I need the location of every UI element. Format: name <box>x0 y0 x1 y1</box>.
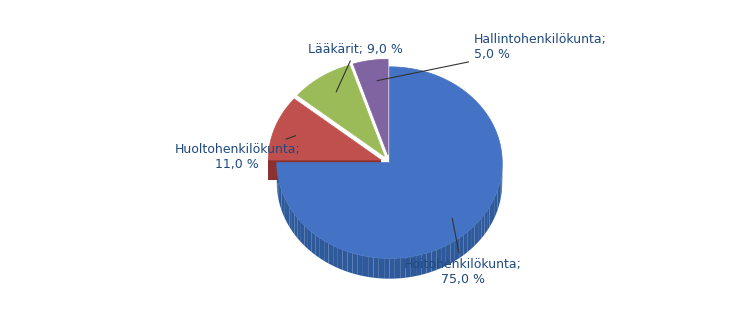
Polygon shape <box>277 163 389 183</box>
Polygon shape <box>278 176 279 201</box>
Polygon shape <box>441 246 446 268</box>
Polygon shape <box>416 254 421 276</box>
Polygon shape <box>343 250 348 272</box>
Polygon shape <box>485 211 487 235</box>
Polygon shape <box>496 190 497 214</box>
Polygon shape <box>374 257 379 278</box>
Polygon shape <box>354 59 388 155</box>
Text: Hoitohenkilökunta;
75,0 %: Hoitohenkilökunta; 75,0 % <box>404 218 522 286</box>
Polygon shape <box>353 253 358 275</box>
Polygon shape <box>471 225 475 249</box>
Polygon shape <box>294 214 297 239</box>
Polygon shape <box>297 218 301 242</box>
Text: Lääkärit; 9,0 %: Lääkärit; 9,0 % <box>309 43 403 92</box>
Polygon shape <box>426 251 431 273</box>
Polygon shape <box>280 185 282 210</box>
Polygon shape <box>282 190 283 214</box>
Polygon shape <box>277 67 502 258</box>
Polygon shape <box>467 229 471 252</box>
Polygon shape <box>369 257 374 278</box>
Polygon shape <box>292 211 294 235</box>
Polygon shape <box>455 238 459 261</box>
Polygon shape <box>400 257 405 278</box>
Polygon shape <box>287 203 289 227</box>
Polygon shape <box>312 232 315 255</box>
Polygon shape <box>308 229 312 252</box>
Polygon shape <box>464 232 467 255</box>
Polygon shape <box>297 65 384 156</box>
Polygon shape <box>499 181 500 205</box>
Polygon shape <box>329 243 333 266</box>
Polygon shape <box>475 222 478 246</box>
Polygon shape <box>348 251 353 273</box>
Polygon shape <box>389 258 395 279</box>
Polygon shape <box>431 250 437 272</box>
Polygon shape <box>283 194 285 219</box>
Polygon shape <box>324 241 329 263</box>
Polygon shape <box>494 194 496 219</box>
Polygon shape <box>500 176 501 201</box>
Polygon shape <box>482 214 485 239</box>
Polygon shape <box>358 254 363 276</box>
Polygon shape <box>285 198 287 223</box>
Polygon shape <box>315 235 320 258</box>
Polygon shape <box>304 225 308 249</box>
Polygon shape <box>410 256 416 277</box>
Polygon shape <box>450 241 455 263</box>
Text: Hallintohenkilökunta;
5,0 %: Hallintohenkilökunta; 5,0 % <box>377 33 607 81</box>
Polygon shape <box>421 253 426 275</box>
Polygon shape <box>268 160 381 180</box>
Polygon shape <box>363 256 369 277</box>
Polygon shape <box>279 181 280 205</box>
Polygon shape <box>459 235 464 258</box>
Polygon shape <box>437 248 441 270</box>
Text: Huoltohenkilökunta;
11,0 %: Huoltohenkilökunta; 11,0 % <box>175 136 300 171</box>
Polygon shape <box>492 198 494 223</box>
Polygon shape <box>446 243 450 266</box>
Polygon shape <box>490 203 492 227</box>
Polygon shape <box>497 185 499 210</box>
Polygon shape <box>268 99 381 160</box>
Polygon shape <box>478 218 482 242</box>
Polygon shape <box>405 257 410 278</box>
Polygon shape <box>289 206 292 231</box>
Polygon shape <box>320 238 324 261</box>
Polygon shape <box>384 258 389 279</box>
Polygon shape <box>338 248 343 270</box>
Polygon shape <box>487 206 490 231</box>
Polygon shape <box>301 222 304 246</box>
Polygon shape <box>395 258 400 279</box>
Polygon shape <box>333 246 338 268</box>
Polygon shape <box>379 258 384 279</box>
